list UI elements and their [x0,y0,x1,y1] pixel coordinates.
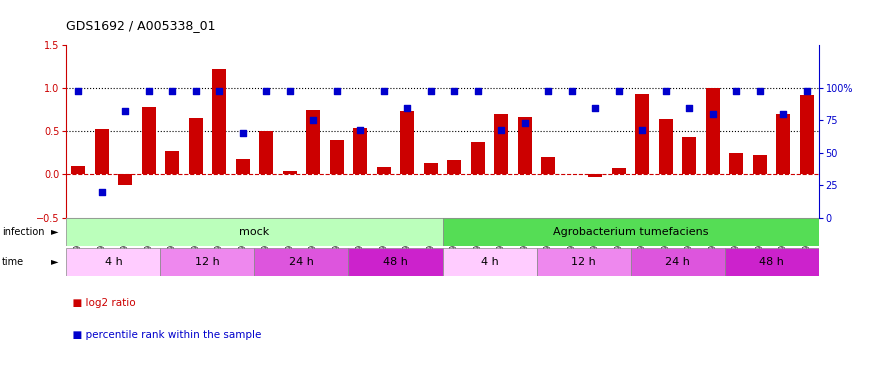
Bar [635,94,650,174]
Point [329,88,343,94]
Point [71,88,85,94]
Text: ►: ► [51,256,58,267]
Text: GDS1692 / A005338_01: GDS1692 / A005338_01 [66,19,216,32]
Bar [589,174,603,177]
Bar [353,128,367,174]
Point [565,88,579,94]
Point [400,105,414,111]
Bar [542,157,556,174]
Text: ■ percentile rank within the sample: ■ percentile rank within the sample [66,330,262,340]
Bar [306,110,320,174]
Bar [66,248,160,276]
Bar [377,168,391,174]
Point [494,126,508,132]
Text: 48 h: 48 h [383,256,408,267]
Bar [235,159,250,174]
Text: Agrobacterium tumefaciens: Agrobacterium tumefaciens [553,226,708,237]
Point [753,88,767,94]
Bar [255,248,349,276]
Point [800,88,814,94]
Point [142,88,156,94]
Point [682,105,696,111]
Bar [424,163,438,174]
Bar [71,166,85,174]
Bar [160,248,255,276]
Point [424,88,438,94]
Bar [212,69,227,174]
Point [235,130,250,136]
Bar [518,117,532,174]
Text: ►: ► [51,226,58,237]
Point [118,108,132,114]
Bar [494,114,508,174]
Point [165,88,180,94]
Bar [142,107,156,174]
Text: 4 h: 4 h [104,256,122,267]
Point [612,88,626,94]
Bar [165,151,179,174]
Point [589,105,603,111]
Bar [329,140,343,174]
Bar [725,248,819,276]
Point [282,88,296,94]
Bar [800,95,814,174]
Bar [400,111,414,174]
Bar [118,174,132,185]
Point [447,88,461,94]
Bar [753,155,767,174]
Point [776,111,790,117]
Text: mock: mock [239,226,270,237]
Point [729,88,743,94]
Point [95,189,109,195]
Point [212,88,227,94]
Point [353,126,367,132]
Point [705,111,720,117]
Text: 12 h: 12 h [571,256,596,267]
Point [189,88,203,94]
Bar [471,142,485,174]
Bar [349,248,442,276]
Text: ■ log2 ratio: ■ log2 ratio [66,298,136,308]
Bar [682,137,696,174]
Bar [612,168,626,174]
Text: infection: infection [2,226,44,237]
Point [259,88,273,94]
Bar [66,217,442,246]
Bar [189,118,203,174]
Bar [776,114,790,174]
Bar [442,248,536,276]
Point [542,88,556,94]
Bar [630,248,725,276]
Point [658,88,673,94]
Point [471,88,485,94]
Bar [447,160,461,174]
Bar [282,171,296,174]
Bar [705,88,720,174]
Bar [658,119,673,174]
Text: 4 h: 4 h [481,256,498,267]
Bar [95,129,109,174]
Point [635,126,650,132]
Point [518,120,532,126]
Bar [442,217,819,246]
Bar [259,131,273,174]
Bar [536,248,630,276]
Text: 24 h: 24 h [289,256,314,267]
Point [306,117,320,123]
Text: 48 h: 48 h [759,256,784,267]
Text: 12 h: 12 h [195,256,219,267]
Text: time: time [2,256,24,267]
Text: 24 h: 24 h [666,256,690,267]
Point [377,88,391,94]
Bar [729,153,743,174]
